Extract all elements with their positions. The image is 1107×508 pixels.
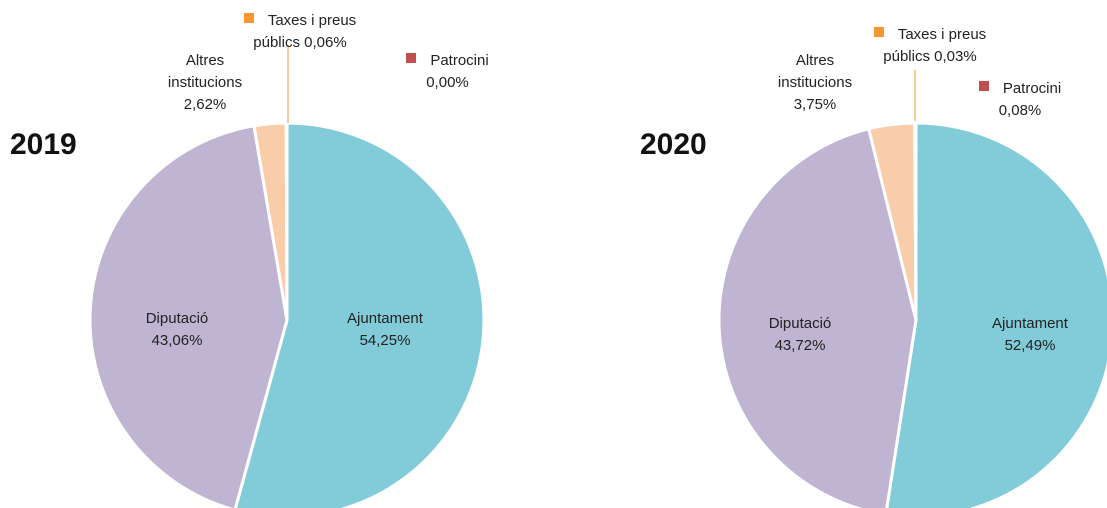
chart-title: 2019	[10, 128, 77, 161]
pie-slice	[885, 121, 1107, 508]
slice-label: Patrocini 0,08%	[960, 78, 1080, 122]
category-label: Diputació	[145, 310, 209, 327]
value-label: 2,62%	[183, 96, 227, 113]
value-label: 0,03%	[934, 48, 977, 65]
pie-slice	[717, 126, 918, 508]
slice-label: Diputació 43,06%	[122, 308, 232, 352]
value-label: 3,75%	[793, 96, 837, 113]
slice-label: Altres institucions 3,75%	[760, 50, 870, 116]
value-label: 43,06%	[151, 332, 203, 349]
value-label: 43,72%	[774, 337, 826, 354]
slice-label: Ajuntament 52,49%	[975, 313, 1085, 357]
legend-swatch	[873, 27, 884, 37]
value-label: 0,00%	[426, 74, 469, 91]
slice-label: Altres institucions 2,62%	[150, 50, 260, 116]
value-label: 0,06%	[304, 34, 347, 51]
legend-swatch	[243, 13, 254, 23]
value-label: 52,49%	[1004, 337, 1056, 354]
pie-slice	[913, 121, 918, 321]
category-label: Altres institucions	[167, 52, 243, 91]
category-label: Patrocini	[430, 52, 489, 69]
slice-label: Patrocini 0,00%	[385, 50, 510, 94]
slice-label: Taxes i preus públics 0,03%	[860, 24, 1000, 68]
category-label: Taxes i preus públics	[253, 12, 357, 51]
category-label: Ajuntament	[347, 310, 423, 327]
category-label: Patrocini	[1002, 80, 1062, 97]
slice-label: Diputació 43,72%	[745, 313, 855, 357]
category-label: Altres institucions	[777, 52, 853, 91]
slice-label: Taxes i preus públics 0,06%	[230, 10, 370, 54]
pie-slice	[88, 124, 289, 508]
slice-label: Ajuntament 54,25%	[330, 308, 440, 352]
legend-swatch	[406, 53, 417, 63]
value-label: 54,25%	[359, 332, 411, 349]
pie-slice	[233, 121, 486, 508]
value-label: 0,08%	[998, 102, 1042, 119]
chart-title: 2020	[640, 128, 707, 161]
category-label: Ajuntament	[992, 315, 1068, 332]
legend-swatch	[978, 81, 989, 91]
category-label: Taxes i preus públics	[883, 26, 987, 65]
category-label: Diputació	[768, 315, 832, 332]
